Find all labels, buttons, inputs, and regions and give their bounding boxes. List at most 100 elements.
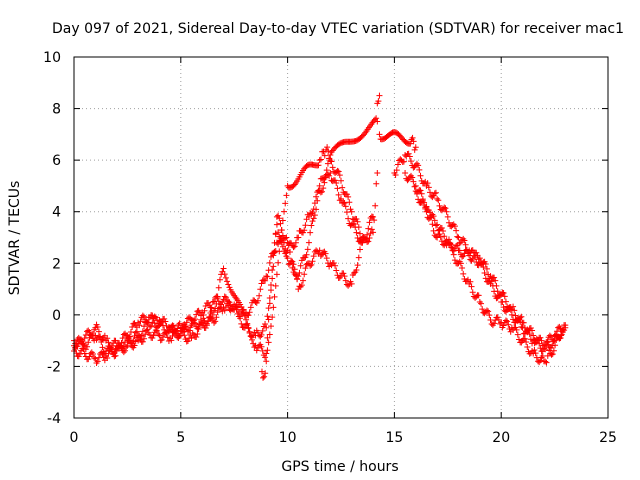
data-point — [355, 254, 362, 261]
data-point — [72, 346, 79, 353]
data-point — [141, 335, 148, 342]
data-point — [548, 351, 555, 358]
data-point — [335, 191, 342, 198]
data-point — [556, 335, 563, 342]
data-point — [264, 347, 271, 354]
data-point — [142, 331, 149, 338]
data-point — [136, 333, 143, 340]
data-point — [442, 238, 449, 245]
data-point — [310, 253, 317, 260]
data-point — [340, 199, 347, 206]
data-point — [373, 180, 380, 187]
data-point — [329, 164, 336, 171]
data-point — [260, 374, 267, 381]
data-point — [336, 274, 343, 281]
data-point — [483, 307, 490, 314]
data-point — [262, 354, 269, 361]
data-point — [460, 253, 467, 260]
data-point — [371, 217, 378, 224]
data-point — [139, 312, 146, 319]
data-point — [544, 352, 551, 359]
data-point — [228, 305, 235, 312]
data-point — [282, 200, 289, 207]
data-point — [366, 219, 373, 226]
data-point — [150, 332, 157, 339]
data-point — [163, 330, 170, 337]
data-point — [272, 282, 279, 289]
data-point — [276, 215, 283, 222]
data-point — [271, 239, 278, 246]
data-point — [330, 259, 337, 266]
data-point — [367, 230, 374, 237]
data-point — [272, 231, 279, 238]
series-track-f — [412, 188, 565, 366]
data-point — [123, 344, 130, 351]
data-point — [412, 182, 419, 189]
data-point — [368, 213, 375, 220]
data-point — [462, 241, 469, 248]
data-point — [327, 151, 334, 158]
data-point — [499, 289, 506, 296]
data-point — [430, 213, 437, 220]
data-point — [124, 342, 131, 349]
data-point — [411, 183, 418, 190]
data-point — [126, 338, 133, 345]
data-point — [251, 344, 258, 351]
data-point — [249, 336, 255, 343]
data-point — [449, 245, 456, 252]
data-point — [493, 282, 500, 289]
data-point — [131, 342, 138, 349]
data-point — [267, 281, 274, 288]
data-point — [245, 312, 252, 319]
data-point — [531, 346, 538, 353]
data-point — [146, 331, 153, 338]
data-point — [340, 270, 347, 277]
data-point — [164, 334, 171, 341]
data-point — [270, 263, 277, 270]
data-point — [368, 226, 375, 233]
data-point — [404, 177, 411, 184]
data-point — [190, 317, 197, 324]
data-point — [343, 191, 350, 198]
data-point — [421, 199, 428, 206]
data-point — [184, 337, 191, 344]
data-point — [170, 322, 177, 329]
data-point — [356, 246, 363, 253]
data-point — [444, 213, 451, 220]
data-point — [241, 313, 248, 320]
data-point — [502, 298, 509, 305]
data-point — [434, 221, 441, 228]
data-point — [338, 195, 344, 202]
data-point — [518, 313, 525, 320]
data-point — [294, 276, 301, 283]
data-point — [259, 327, 266, 334]
data-point — [196, 309, 203, 316]
data-point — [441, 204, 448, 211]
data-point — [542, 358, 549, 365]
x-tick-label: 10 — [279, 430, 297, 446]
data-point — [417, 187, 424, 194]
data-point — [537, 357, 544, 364]
data-point — [155, 331, 162, 338]
data-point — [376, 131, 383, 138]
data-point — [305, 239, 312, 246]
data-point — [86, 353, 93, 360]
data-point — [332, 262, 339, 269]
data-point — [178, 325, 185, 332]
data-point — [95, 333, 102, 340]
data-point — [539, 352, 546, 359]
data-point — [514, 331, 521, 338]
data-point — [201, 307, 208, 314]
data-point — [553, 336, 560, 343]
data-point — [422, 204, 429, 211]
data-point — [435, 197, 442, 204]
data-point — [266, 295, 273, 302]
data-point — [450, 251, 457, 258]
data-point — [221, 307, 228, 314]
data-point — [212, 318, 219, 325]
data-point — [196, 320, 203, 327]
data-point — [351, 270, 358, 277]
data-point — [307, 262, 314, 269]
data-point — [183, 338, 190, 345]
y-tick-label: 8 — [52, 102, 61, 118]
